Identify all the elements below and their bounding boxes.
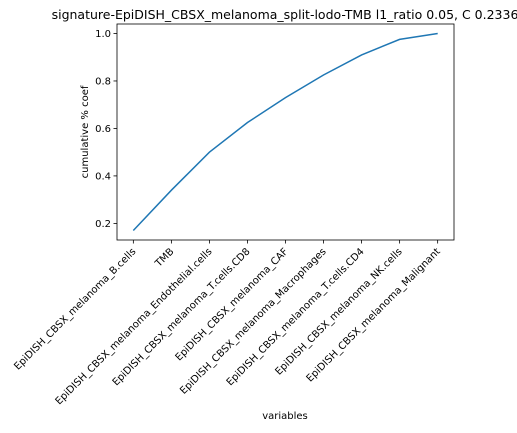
- chart-title: signature-EpiDISH_CBSX_melanoma_split-lo…: [52, 7, 517, 22]
- y-tick-label: 0.4: [95, 171, 111, 182]
- y-tick-label: 1.0: [95, 29, 111, 40]
- x-axis-label: variables: [262, 411, 308, 422]
- y-axis-label: cumulative % coef: [80, 85, 91, 178]
- y-tick-label: 0.8: [95, 76, 111, 87]
- y-tick-label: 0.2: [95, 219, 111, 230]
- y-tick-label: 0.6: [95, 124, 111, 135]
